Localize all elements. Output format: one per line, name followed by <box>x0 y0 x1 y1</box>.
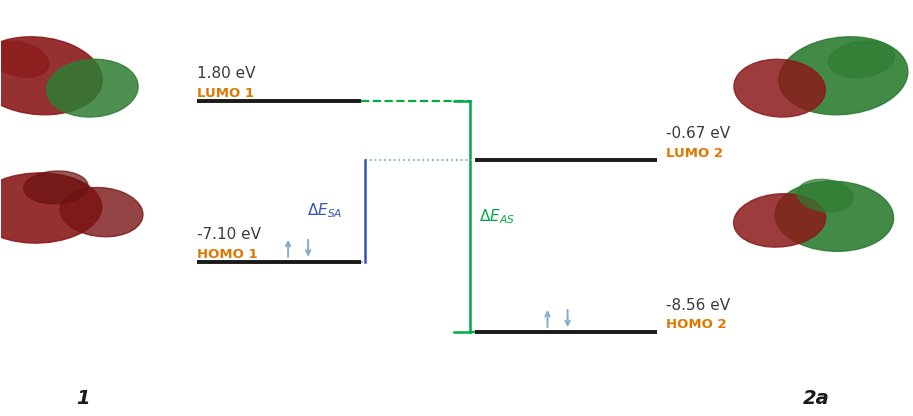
Ellipse shape <box>734 194 825 247</box>
Text: HOMO 1: HOMO 1 <box>197 248 257 261</box>
Text: -8.56 eV: -8.56 eV <box>666 297 730 312</box>
Text: $\Delta E_{SA}$: $\Delta E_{SA}$ <box>308 202 342 220</box>
Text: LUMO 1: LUMO 1 <box>197 87 254 99</box>
Ellipse shape <box>47 59 138 117</box>
Ellipse shape <box>0 41 48 77</box>
Text: -0.67 eV: -0.67 eV <box>666 126 730 141</box>
Text: HOMO 2: HOMO 2 <box>666 318 727 331</box>
Ellipse shape <box>0 173 101 243</box>
Ellipse shape <box>779 37 908 115</box>
Ellipse shape <box>0 37 102 115</box>
Text: LUMO 2: LUMO 2 <box>666 146 723 160</box>
Text: 1: 1 <box>77 389 90 408</box>
Text: -7.10 eV: -7.10 eV <box>197 228 261 243</box>
Ellipse shape <box>797 179 853 212</box>
Ellipse shape <box>734 59 825 117</box>
Ellipse shape <box>24 171 89 204</box>
Text: $\Delta E_{AS}$: $\Delta E_{AS}$ <box>479 207 515 225</box>
Text: 1.80 eV: 1.80 eV <box>197 66 256 81</box>
Ellipse shape <box>828 41 895 77</box>
Ellipse shape <box>60 188 143 237</box>
Text: 2a: 2a <box>803 389 829 408</box>
Ellipse shape <box>775 181 894 251</box>
